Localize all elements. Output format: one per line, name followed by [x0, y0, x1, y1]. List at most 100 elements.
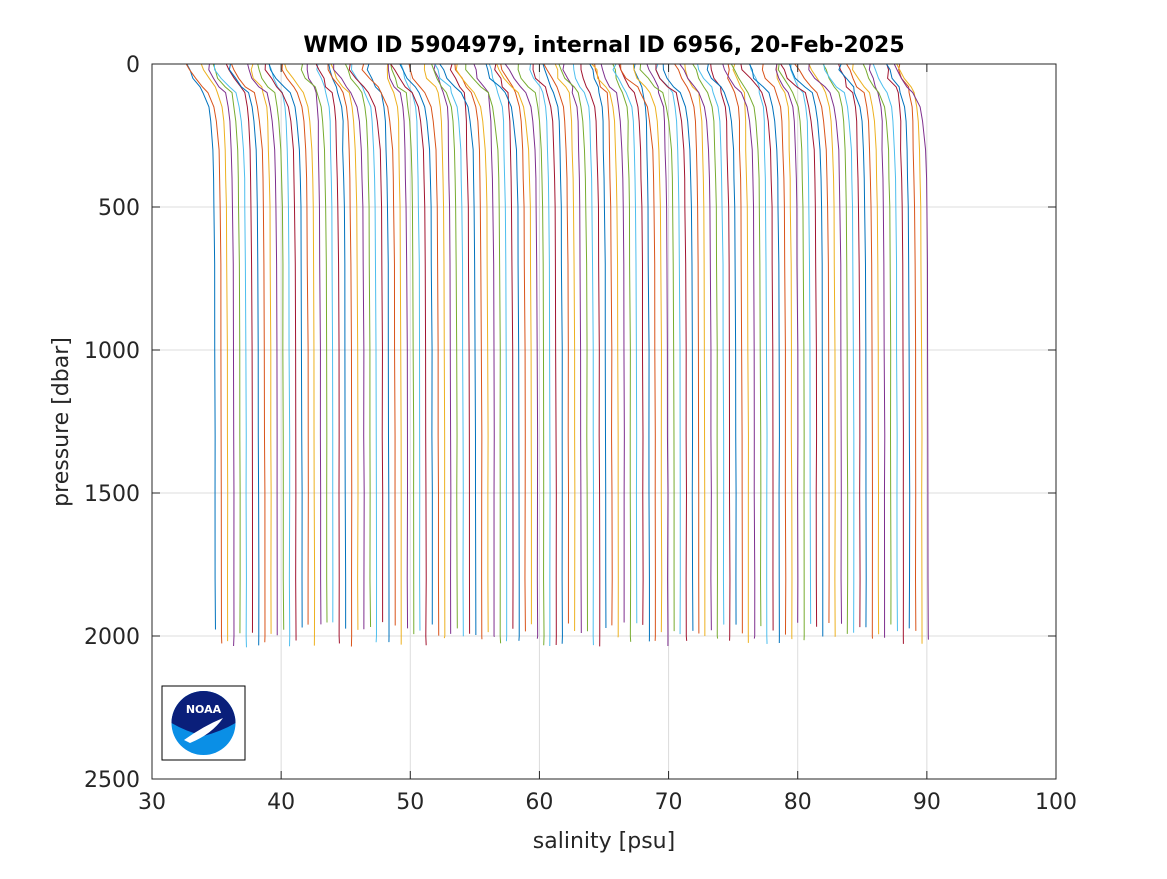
- salinity-profile-line: [473, 64, 495, 638]
- salinity-profile-line: [600, 64, 625, 623]
- salinity-profile-line: [366, 64, 390, 643]
- salinity-profile-line: [327, 64, 353, 647]
- salinity-profile-line: [852, 64, 880, 635]
- salinity-profile-line: [465, 64, 502, 644]
- salinity-profile-line: [200, 64, 229, 642]
- salinity-profile-line: [344, 64, 372, 628]
- salinity-profile-line: [788, 64, 824, 637]
- salinity-profile-line: [454, 64, 483, 640]
- salinity-profile-line: [439, 64, 477, 636]
- salinity-profile-line: [488, 64, 508, 642]
- salinity-profile-line: [399, 64, 433, 625]
- x-tick-label: 30: [138, 790, 166, 815]
- salinity-profile-line: [208, 64, 235, 647]
- salinity-profile-line: [330, 64, 359, 630]
- x-tick-label: 60: [525, 790, 553, 815]
- salinity-profile-line: [808, 64, 843, 624]
- salinity-profile-line: [732, 64, 749, 643]
- salinity-profile-line: [580, 64, 601, 647]
- x-tick-label: 80: [784, 790, 812, 815]
- noaa-logo: NOAA: [161, 685, 246, 761]
- salinity-profile-line: [886, 64, 911, 629]
- salinity-profile-line: [862, 64, 892, 625]
- noaa-logo-text: NOAA: [186, 703, 222, 716]
- salinity-profile-line: [231, 64, 266, 643]
- salinity-profile-line: [749, 64, 780, 644]
- salinity-profile-line: [612, 64, 632, 642]
- salinity-profile-line: [348, 64, 384, 623]
- salinity-profile-line: [646, 64, 669, 647]
- x-tick-label: 90: [913, 790, 941, 815]
- salinity-profile-line: [408, 64, 440, 636]
- y-tick-label: 500: [98, 196, 140, 221]
- salinity-profile-line: [517, 64, 545, 646]
- salinity-profile-line: [455, 64, 489, 633]
- salinity-profile-line: [838, 64, 861, 628]
- salinity-profile-line: [186, 64, 216, 630]
- salinity-profile-line: [697, 64, 725, 625]
- salinity-profile-line: [390, 64, 427, 646]
- salinity-profile-line: [213, 64, 247, 648]
- salinity-profile-line: [777, 64, 805, 641]
- salinity-profile-line: [434, 64, 464, 637]
- salinity-profile-line: [400, 64, 421, 631]
- y-tick-label: 1000: [84, 339, 140, 364]
- profiles: [185, 64, 929, 648]
- salinity-profile-line: [361, 64, 396, 626]
- salinity-profile-line: [692, 64, 719, 639]
- plot-frame: [151, 63, 1057, 780]
- salinity-profile-line: [529, 64, 551, 647]
- salinity-profile-line: [212, 64, 241, 634]
- salinity-profile-line: [228, 64, 260, 646]
- salinity-profile-line: [494, 64, 514, 629]
- salinity-profile-line: [333, 64, 365, 630]
- salinity-profile-line: [780, 64, 818, 627]
- salinity-profile-line: [740, 64, 774, 631]
- salinity-profile-line: [790, 64, 812, 624]
- salinity-profile-line: [620, 64, 656, 641]
- salinity-profile-line: [268, 64, 291, 647]
- salinity-profile-line: [306, 64, 322, 625]
- salinity-profile-line: [257, 64, 285, 630]
- salinity-profile-line: [776, 64, 793, 640]
- salinity-profile-line: [679, 64, 712, 631]
- x-tick-label: 100: [1035, 790, 1077, 815]
- salinity-profile-line: [431, 64, 458, 629]
- x-axis-label: salinity [psu]: [533, 829, 675, 854]
- salinity-profile-line: [185, 64, 223, 644]
- salinity-profile-line: [775, 64, 799, 623]
- salinity-profile-line: [632, 64, 663, 633]
- x-tick-label: 70: [655, 790, 683, 815]
- salinity-profile-line: [500, 64, 526, 632]
- salinity-profile-line: [872, 64, 898, 632]
- salinity-profile-line: [542, 64, 563, 644]
- salinity-profile-line: [496, 64, 532, 625]
- salinity-profile-line: [386, 64, 402, 645]
- salinity-profile-line: [554, 64, 576, 631]
- salinity-profile-line: [722, 64, 756, 639]
- salinity-profile-line: [532, 64, 557, 645]
- salinity-profile-line: [558, 64, 588, 632]
- salinity-profile-line: [822, 64, 849, 634]
- salinity-profile-line: [225, 64, 254, 633]
- salinity-profile-line: [315, 64, 340, 644]
- salinity-profile-line: [655, 64, 688, 641]
- salinity-profile-line: [268, 64, 303, 628]
- salinity-profile-line: [504, 64, 539, 639]
- salinity-profile-line: [591, 64, 619, 638]
- salinity-profile-line: [284, 64, 316, 646]
- salinity-profile-line: [674, 64, 700, 634]
- salinity-profile-line: [281, 64, 309, 625]
- salinity-profile-line: [706, 64, 737, 625]
- salinity-profile-line: [390, 64, 415, 635]
- salinity-profile-line: [618, 64, 644, 625]
- salinity-profile-line: [727, 64, 743, 634]
- x-tick-label: 40: [267, 790, 295, 815]
- salinity-profile-line: [896, 64, 923, 644]
- chart-title: WMO ID 5904979, internal ID 6956, 20-Feb…: [303, 33, 904, 58]
- salinity-profile-line: [449, 64, 471, 634]
- salinity-profile-line: [749, 64, 768, 644]
- salinity-profile-line: [794, 64, 830, 624]
